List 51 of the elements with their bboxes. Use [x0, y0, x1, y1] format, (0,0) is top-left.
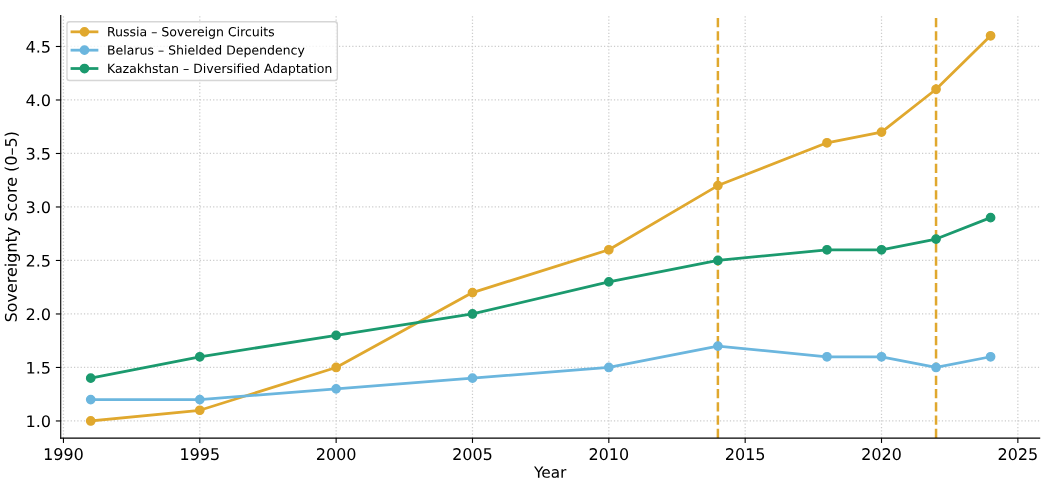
point	[822, 351, 832, 362]
point	[331, 384, 342, 394]
point	[985, 351, 996, 362]
y-tick-label: 4.0	[26, 94, 50, 107]
point	[85, 394, 96, 405]
point	[194, 394, 205, 405]
y-tick-label: 1.0	[27, 415, 50, 428]
point	[713, 255, 723, 266]
point	[931, 234, 941, 244]
legend-label: Kazakhstan – Diversified Adaptation	[108, 63, 332, 76]
x-tick-label: 2020	[862, 448, 901, 461]
y-tick-label: 3.5	[26, 147, 50, 160]
point	[713, 180, 723, 191]
point	[85, 373, 96, 384]
x-tick-label: 1990	[44, 448, 83, 461]
point	[467, 287, 478, 298]
point	[713, 341, 723, 351]
point	[876, 244, 887, 255]
y-axis-title: Sovereignty Score (0–5)	[4, 132, 21, 322]
point	[85, 416, 96, 426]
point	[931, 362, 941, 373]
point	[194, 351, 205, 362]
point	[331, 362, 342, 373]
legend-label: Russia – Sovereign Circuits	[108, 26, 275, 39]
point	[822, 244, 832, 255]
point	[985, 212, 996, 223]
y-tick-label: 4.5	[26, 40, 50, 53]
point	[876, 351, 887, 362]
y-tick-label: 2.0	[26, 308, 50, 321]
point	[603, 277, 614, 287]
point	[985, 30, 996, 41]
point	[603, 362, 614, 373]
point	[331, 330, 342, 341]
point	[194, 405, 205, 416]
point	[467, 373, 478, 384]
y-tick-label: 1.5	[27, 361, 50, 374]
y-tick-label: 3.0	[26, 201, 50, 214]
point	[467, 309, 478, 319]
x-tick-label: 1995	[181, 448, 219, 461]
point	[822, 137, 832, 148]
point	[603, 244, 614, 255]
x-tick-label: 2000	[316, 448, 356, 461]
legend-label: Belarus – Shielded Dependency	[108, 45, 305, 58]
x-tick-label: 2010	[589, 448, 629, 461]
x-axis-title: Year	[533, 466, 567, 478]
y-tick-label: 2.5	[26, 254, 50, 267]
x-tick-label: 2015	[726, 448, 765, 461]
x-tick-label: 2005	[453, 448, 492, 461]
x-tick-label: 2025	[998, 448, 1037, 461]
point	[931, 84, 941, 95]
point	[876, 127, 887, 137]
